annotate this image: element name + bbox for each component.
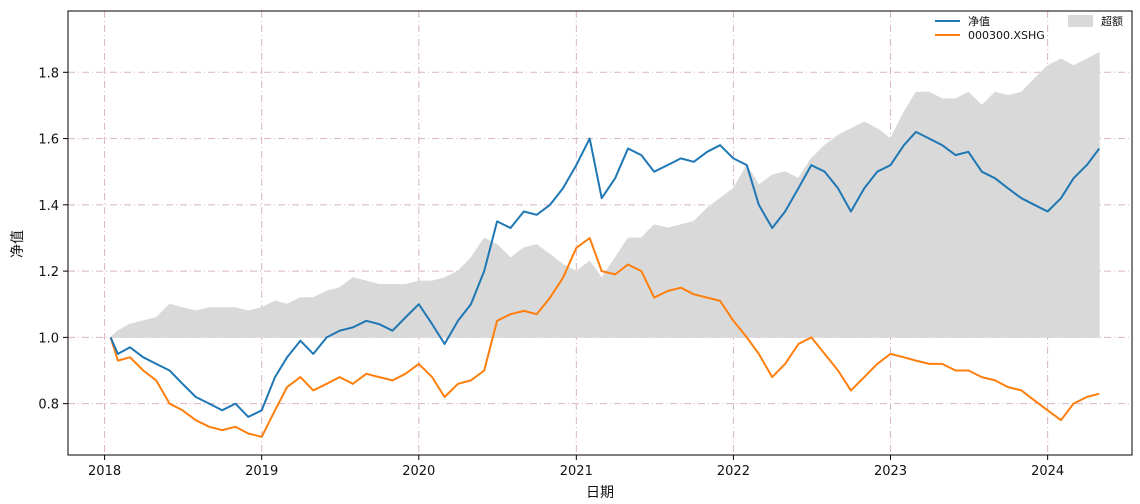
x-tick-label: 2023 [874, 464, 907, 479]
excess-area [109, 51, 1100, 338]
y-tick-label: 0.8 [38, 398, 59, 413]
y-axis-title: 净值 [10, 230, 26, 258]
net-value-line [109, 130, 1101, 418]
y-tick-label: 1.2 [38, 265, 59, 280]
y-tick-label: 1.6 [38, 133, 59, 148]
excess-area-layer [109, 51, 1100, 338]
y-tick-label: 1.8 [38, 66, 59, 81]
x-tick-label: 2019 [245, 464, 278, 479]
x-axis-title: 日期 [586, 485, 614, 501]
x-tick-label: 2024 [1031, 464, 1064, 479]
legend-label-net-value: 净值 [968, 14, 990, 28]
legend-swatch-excess [1068, 15, 1093, 27]
benchmark-line [109, 237, 1100, 438]
legend-label-excess: 超额 [1101, 14, 1123, 28]
y-tick-label: 1.4 [38, 199, 59, 214]
legend-label-benchmark: 000300.XSHG [968, 29, 1045, 42]
x-tick-label: 2018 [88, 464, 121, 479]
x-tick-label: 2020 [402, 464, 435, 479]
x-tick-label: 2021 [560, 464, 593, 479]
y-tick-label: 1.0 [38, 331, 59, 346]
legend: 净值 000300.XSHG 超额 [935, 14, 1123, 42]
tick-layer: 2018 2019 2020 2021 2022 2023 2024 0.8 1.0 1.2 1.4… [38, 66, 1064, 479]
plot-frame [67, 10, 1133, 456]
x-tick-label: 2022 [717, 464, 750, 479]
lines-layer [109, 130, 1101, 438]
